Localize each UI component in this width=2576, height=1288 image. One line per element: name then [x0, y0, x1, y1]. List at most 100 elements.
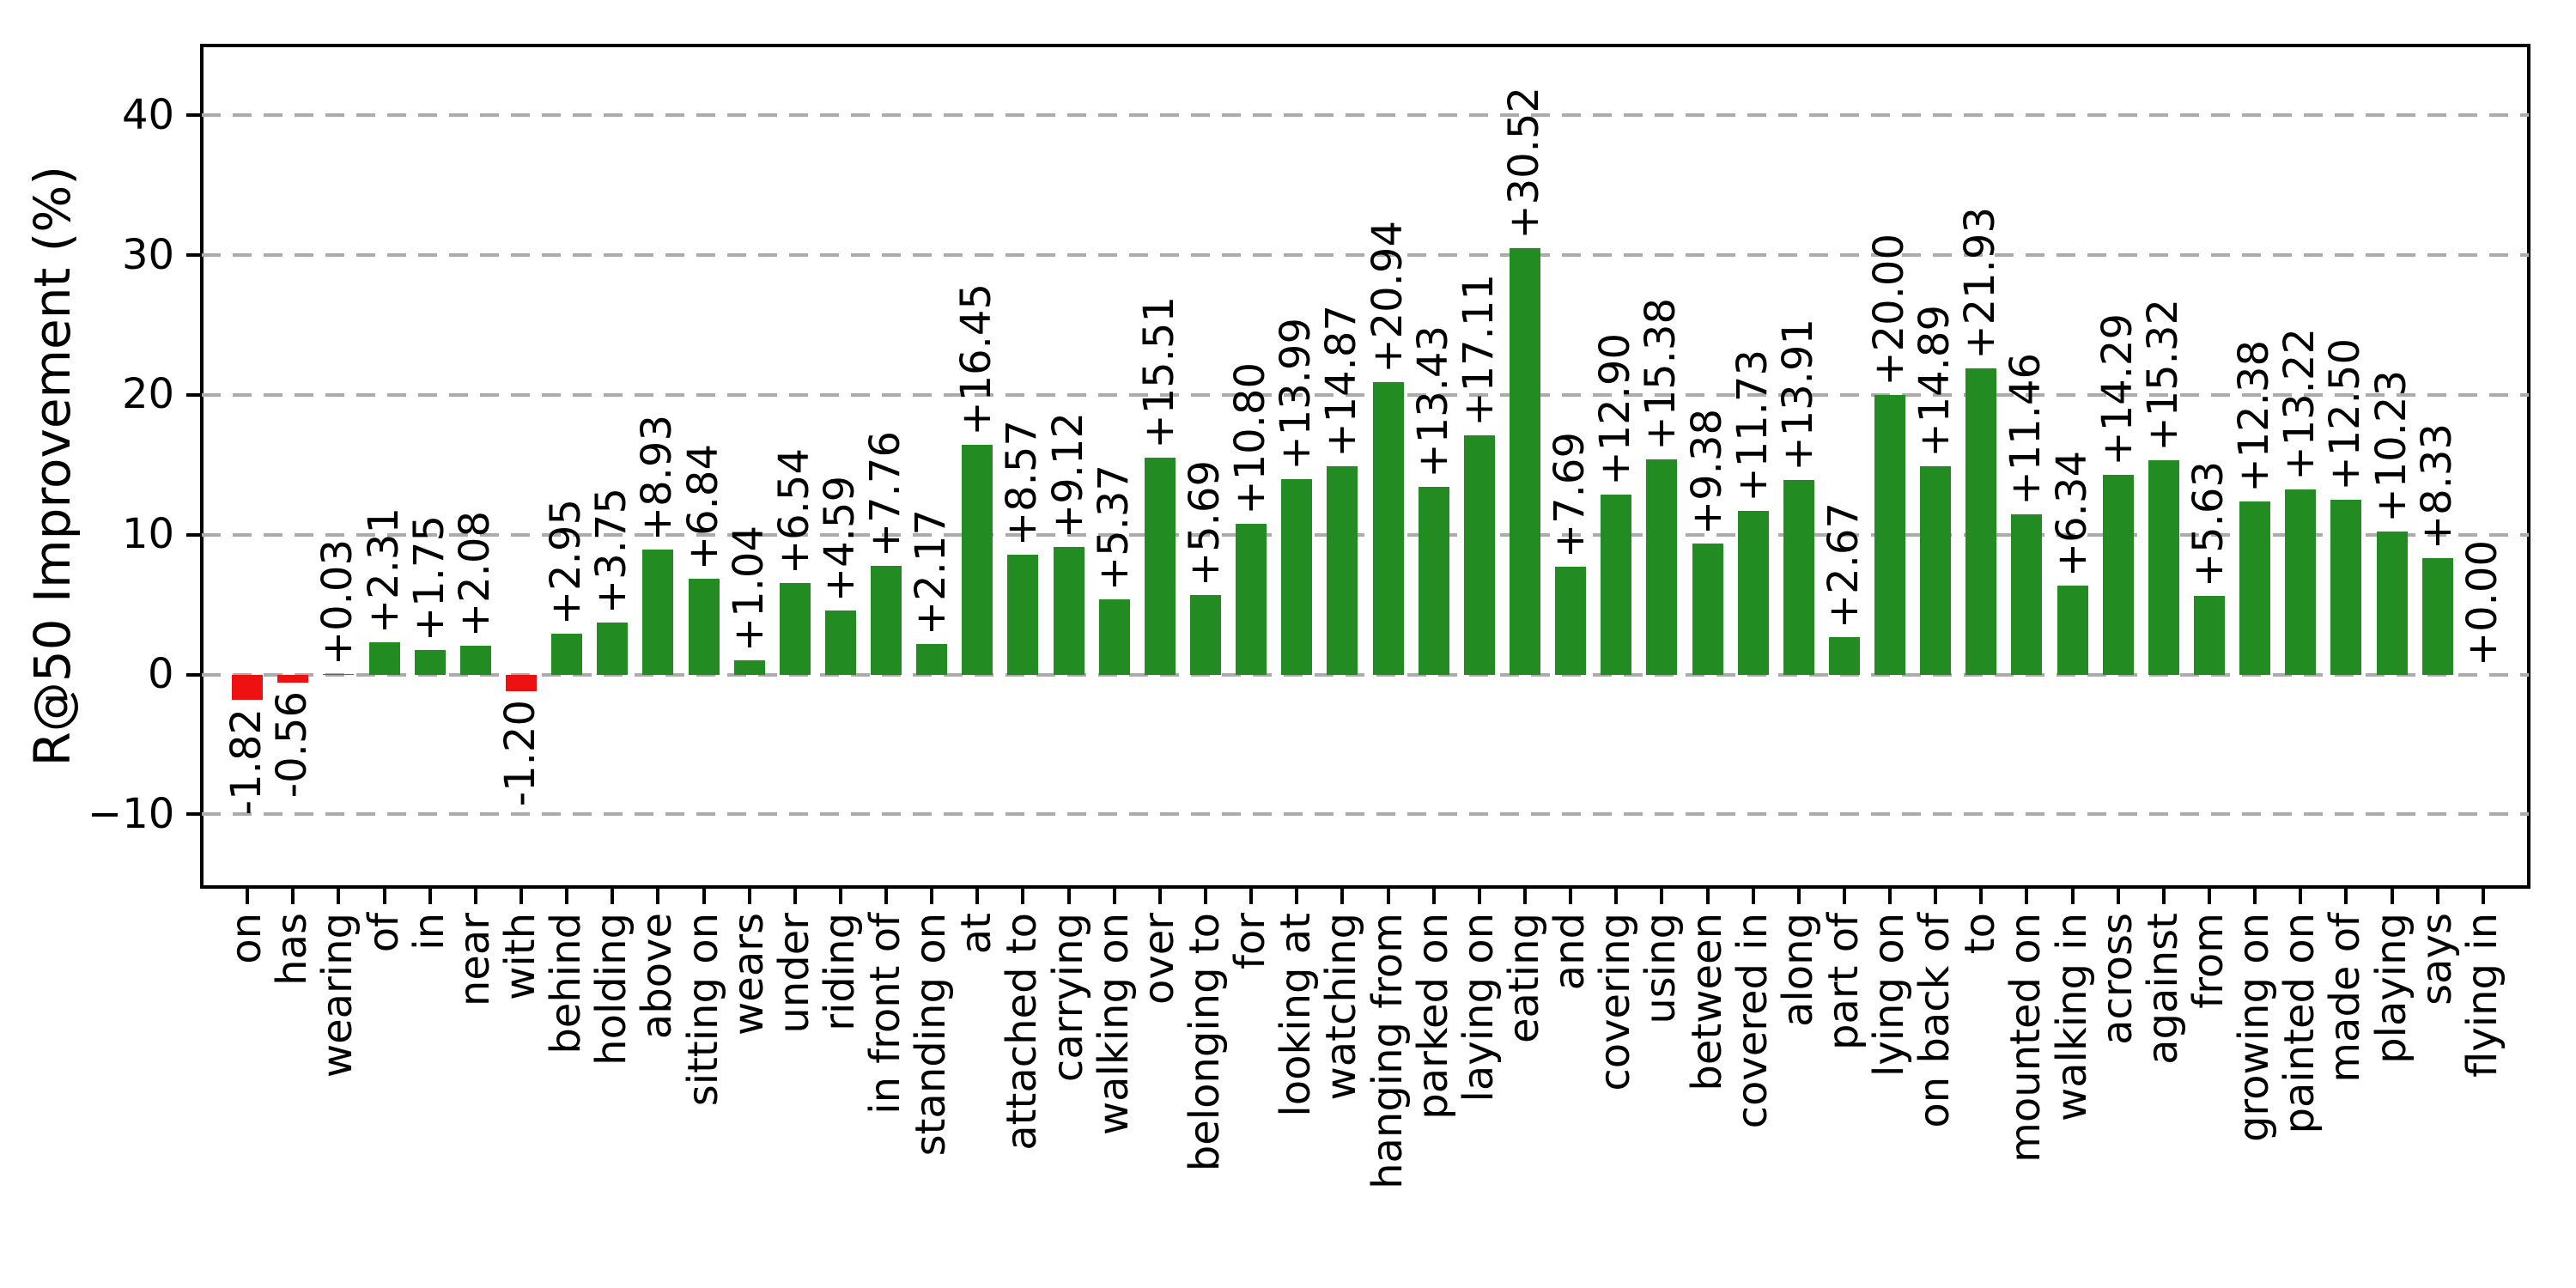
bar [824, 610, 856, 675]
bar [1418, 486, 1449, 675]
bar [916, 644, 948, 675]
x-tick-label: covered in [1728, 913, 1777, 1129]
x-tick-label: covering [1591, 913, 1640, 1091]
bar [1874, 394, 1906, 675]
y-tick-mark [186, 392, 202, 397]
bar-value-label: +2.17 [907, 509, 956, 636]
bar-value-label: +21.93 [1956, 206, 2005, 360]
bar [1920, 466, 1952, 675]
y-tick-label: 40 [122, 90, 175, 139]
bar [1144, 458, 1176, 675]
x-tick-label: between [1682, 913, 1731, 1091]
bar [459, 645, 491, 675]
x-tick-mark [1842, 887, 1846, 904]
y-tick-label: 0 [148, 650, 174, 699]
x-tick-mark [1522, 887, 1527, 904]
x-tick-mark [519, 887, 523, 904]
bar-value-label: +6.34 [2047, 451, 2096, 578]
x-tick-label: flying in [2458, 913, 2506, 1078]
bar-value-label: +6.54 [769, 448, 818, 575]
x-tick-mark [1796, 887, 1801, 904]
bar-value-label: +11.73 [1728, 349, 1777, 502]
x-tick-label: watching [1317, 913, 1366, 1101]
bar-value-label: +6.84 [678, 444, 727, 571]
bar-value-label: +14.29 [2093, 313, 2142, 466]
x-tick-label: standing on [907, 913, 956, 1157]
bar-value-label: -1.20 [495, 700, 544, 807]
bar [1372, 381, 1404, 675]
x-tick-mark [930, 887, 934, 904]
x-tick-label: for [1226, 913, 1275, 969]
bar-value-label: +2.95 [542, 498, 591, 625]
x-tick-label: over [1134, 913, 1183, 1005]
bar-value-label: +13.22 [2275, 328, 2324, 481]
bar [2376, 532, 2408, 675]
x-tick-mark [337, 887, 341, 904]
gridline [202, 672, 2529, 677]
bar-value-label: +12.90 [1591, 332, 1640, 486]
x-tick-label: lying on [1865, 913, 1914, 1078]
x-tick-mark [2481, 887, 2485, 904]
bar [1463, 435, 1495, 675]
bar-value-label: +30.52 [1499, 86, 1548, 240]
bar-value-label: +5.69 [1181, 459, 1230, 587]
bar [1783, 480, 1814, 675]
bar [2011, 514, 2043, 675]
y-tick-mark [186, 812, 202, 817]
x-tick-mark [1386, 887, 1390, 904]
x-tick-mark [1614, 887, 1619, 904]
bar-value-label: +2.31 [359, 507, 408, 635]
x-tick-label: growing on [2230, 913, 2279, 1143]
plot-area [200, 44, 2530, 889]
x-tick-label: wearing [313, 913, 362, 1078]
x-tick-mark [702, 887, 706, 904]
bar-value-label: +11.46 [2002, 353, 2050, 506]
x-tick-mark [2025, 887, 2029, 904]
x-tick-label: riding [815, 913, 864, 1031]
x-tick-label: laying on [1454, 913, 1503, 1103]
bar-value-label: +8.57 [998, 420, 1047, 547]
y-axis-label: R@50 Improvement (%) [23, 166, 82, 767]
x-tick-mark [1066, 887, 1071, 904]
bar [597, 622, 629, 675]
x-tick-label: in front of [861, 913, 910, 1115]
bar-value-label: +2.67 [1819, 502, 1868, 629]
x-tick-mark [428, 887, 432, 904]
gridline [202, 113, 2529, 118]
x-tick-mark [2344, 887, 2348, 904]
y-tick-mark [186, 113, 202, 118]
bar-value-label: +4.59 [815, 475, 864, 602]
bar [1236, 523, 1267, 675]
bar [1737, 510, 1769, 675]
x-tick-label: made of [2321, 913, 2370, 1083]
x-tick-mark [473, 887, 477, 904]
bar-value-label: +13.91 [1773, 319, 1822, 471]
x-tick-mark [1112, 887, 1116, 904]
x-tick-label: hanging from [1363, 913, 1412, 1189]
bar-value-label: +5.63 [2184, 460, 2233, 587]
x-tick-mark [2161, 887, 2166, 904]
x-tick-label: under [769, 913, 818, 1034]
bar [2285, 489, 2317, 675]
bar [2148, 460, 2179, 675]
gridline [202, 532, 2529, 537]
bar-value-label: +8.93 [633, 415, 682, 542]
bar [1327, 466, 1358, 675]
x-tick-label: says [2412, 913, 2461, 1005]
bar [1281, 478, 1313, 675]
x-tick-label: against [2138, 913, 2187, 1065]
bar [2421, 557, 2453, 675]
bar [1555, 567, 1587, 675]
bar [688, 579, 720, 675]
x-tick-mark [611, 887, 615, 904]
bar-value-label: +2.08 [450, 510, 499, 637]
y-tick-mark [186, 672, 202, 677]
bar [871, 566, 902, 675]
gridline [202, 812, 2529, 817]
bar-value-label: +7.69 [1546, 432, 1595, 559]
bar-value-label: +20.94 [1363, 220, 1412, 374]
x-tick-label: from [2184, 913, 2233, 1009]
bar [232, 674, 264, 701]
bar [733, 659, 765, 675]
y-tick-label: 20 [122, 370, 175, 419]
